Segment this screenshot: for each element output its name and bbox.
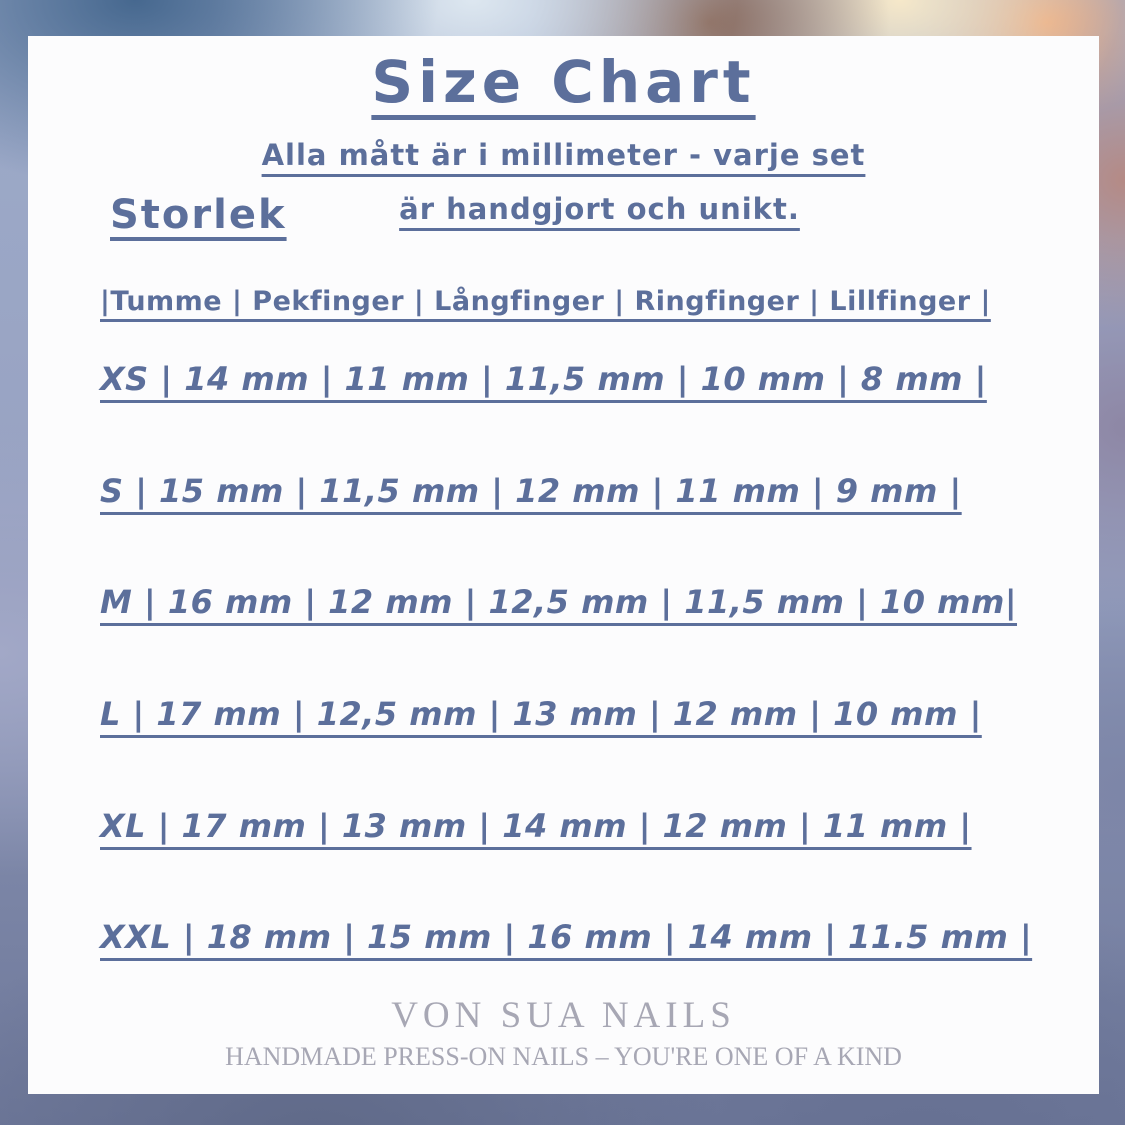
subtitle-line-2: är handgjort och unikt. xyxy=(399,192,800,226)
subtitle-line-1: Alla mått är i millimeter - varje set xyxy=(261,138,866,172)
table-row-m: M | 16 mm | 12 mm | 12,5 mm | 11,5 mm | … xyxy=(100,583,1018,621)
size-card: Size Chart Alla mått är i millimeter - v… xyxy=(28,36,1099,1094)
page-title: Size Chart xyxy=(371,48,756,116)
brand-name: VON SUA NAILS xyxy=(391,995,736,1036)
table-row-xxl: XXL | 18 mm | 15 mm | 16 mm | 14 mm | 11… xyxy=(100,918,1033,956)
table-row-s: S | 15 mm | 11,5 mm | 12 mm | 11 mm | 9 … xyxy=(100,472,962,510)
table-row-l: L | 17 mm | 12,5 mm | 13 mm | 12 mm | 10… xyxy=(100,695,982,733)
table-row-xs: XS | 14 mm | 11 mm | 11,5 mm | 10 mm | 8… xyxy=(100,360,987,398)
table-row-xl: XL | 17 mm | 13 mm | 14 mm | 12 mm | 11 … xyxy=(100,807,972,845)
brand-tagline: HANDMADE PRESS-ON NAILS – YOU'RE ONE OF … xyxy=(225,1042,902,1071)
section-label-storlek: Storlek xyxy=(110,192,287,238)
table-header-row: |Tumme | Pekfinger | Långfinger | Ringfi… xyxy=(100,286,991,317)
